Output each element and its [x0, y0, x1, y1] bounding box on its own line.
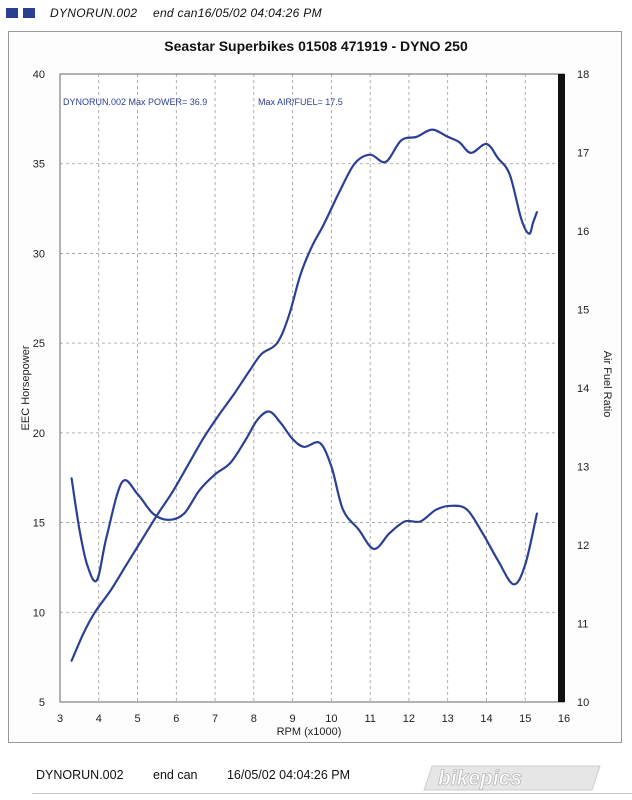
y-tick-label: 30	[33, 248, 45, 260]
y-axis-label: EEC Horsepower	[20, 345, 32, 430]
air-fuel-ratio-line	[70, 410, 538, 586]
y-tick-label: 40	[33, 69, 45, 81]
x-tick-label: 10	[325, 713, 337, 725]
max-power-annotation: DYNORUN.002 Max POWER= 36.9	[63, 97, 207, 107]
x-tick-label: 8	[251, 713, 257, 725]
x-tick-label: 5	[134, 713, 140, 725]
x-tick-label: 6	[173, 713, 179, 725]
y2-tick-label: 13	[577, 462, 589, 474]
footer-note: end can	[153, 768, 198, 782]
y-tick-label: 10	[33, 607, 45, 619]
x-axis-label: RPM (x1000)	[277, 726, 342, 738]
y2-tick-label: 16	[577, 226, 589, 238]
y-tick-label: 25	[33, 338, 45, 350]
y2-tick-label: 17	[577, 148, 589, 160]
plot-area	[60, 74, 564, 702]
x-tick-label: 7	[212, 713, 218, 725]
y2-tick-label: 11	[577, 619, 588, 631]
x-tick-label: 12	[403, 713, 415, 725]
chart-title: Seastar Superbikes 01508 471919 - DYNO 2…	[164, 38, 468, 54]
right-axis-bar	[558, 74, 565, 702]
y2-tick-label: 10	[577, 697, 589, 709]
header-text: DYNORUN.002 end can16/05/02 04:04:26 PM	[50, 6, 334, 20]
x-tick-label: 4	[96, 713, 102, 725]
footer: DYNORUN.002 end can 16/05/02 04:04:26 PM	[36, 768, 376, 782]
x-tick-label: 3	[57, 713, 63, 725]
x-tick-label: 13	[442, 713, 454, 725]
y-tick-label: 15	[33, 518, 45, 530]
y-tick-label: 5	[39, 697, 45, 709]
header-note: end can16/05/02 04:04:26 PM	[152, 6, 322, 20]
x-tick-label: 16	[558, 713, 570, 725]
y2-tick-label: 15	[577, 305, 589, 317]
window-square-icon	[23, 8, 35, 18]
svg-text:bikepics: bikepics	[438, 767, 522, 790]
footer-timestamp: 16/05/02 04:04:26 PM	[226, 768, 350, 782]
x-tick-label: 11	[364, 713, 375, 725]
max-air-fuel-annotation: Max AIR/FUEL= 17.5	[258, 97, 343, 107]
x-tick-label: 9	[290, 713, 296, 725]
header-run-name: DYNORUN.002	[50, 6, 138, 20]
horsepower-line	[70, 128, 538, 662]
window-square-icon	[6, 8, 18, 18]
x-tick-label: 15	[519, 713, 531, 725]
y-tick-label: 35	[33, 159, 45, 171]
y-tick-label: 20	[33, 428, 45, 440]
x-tick-label: 14	[480, 713, 492, 725]
footer-divider	[32, 793, 632, 794]
y2-axis-label: Air Fuel Ratio	[601, 351, 613, 418]
top-header: DYNORUN.002 end can16/05/02 04:04:26 PM	[6, 5, 334, 21]
y2-tick-label: 12	[577, 540, 589, 552]
footer-run-name: DYNORUN.002	[36, 768, 124, 782]
y2-tick-label: 14	[577, 383, 589, 395]
y2-tick-label: 18	[577, 69, 589, 81]
bikepics-watermark-logo: bikepics	[423, 765, 601, 791]
